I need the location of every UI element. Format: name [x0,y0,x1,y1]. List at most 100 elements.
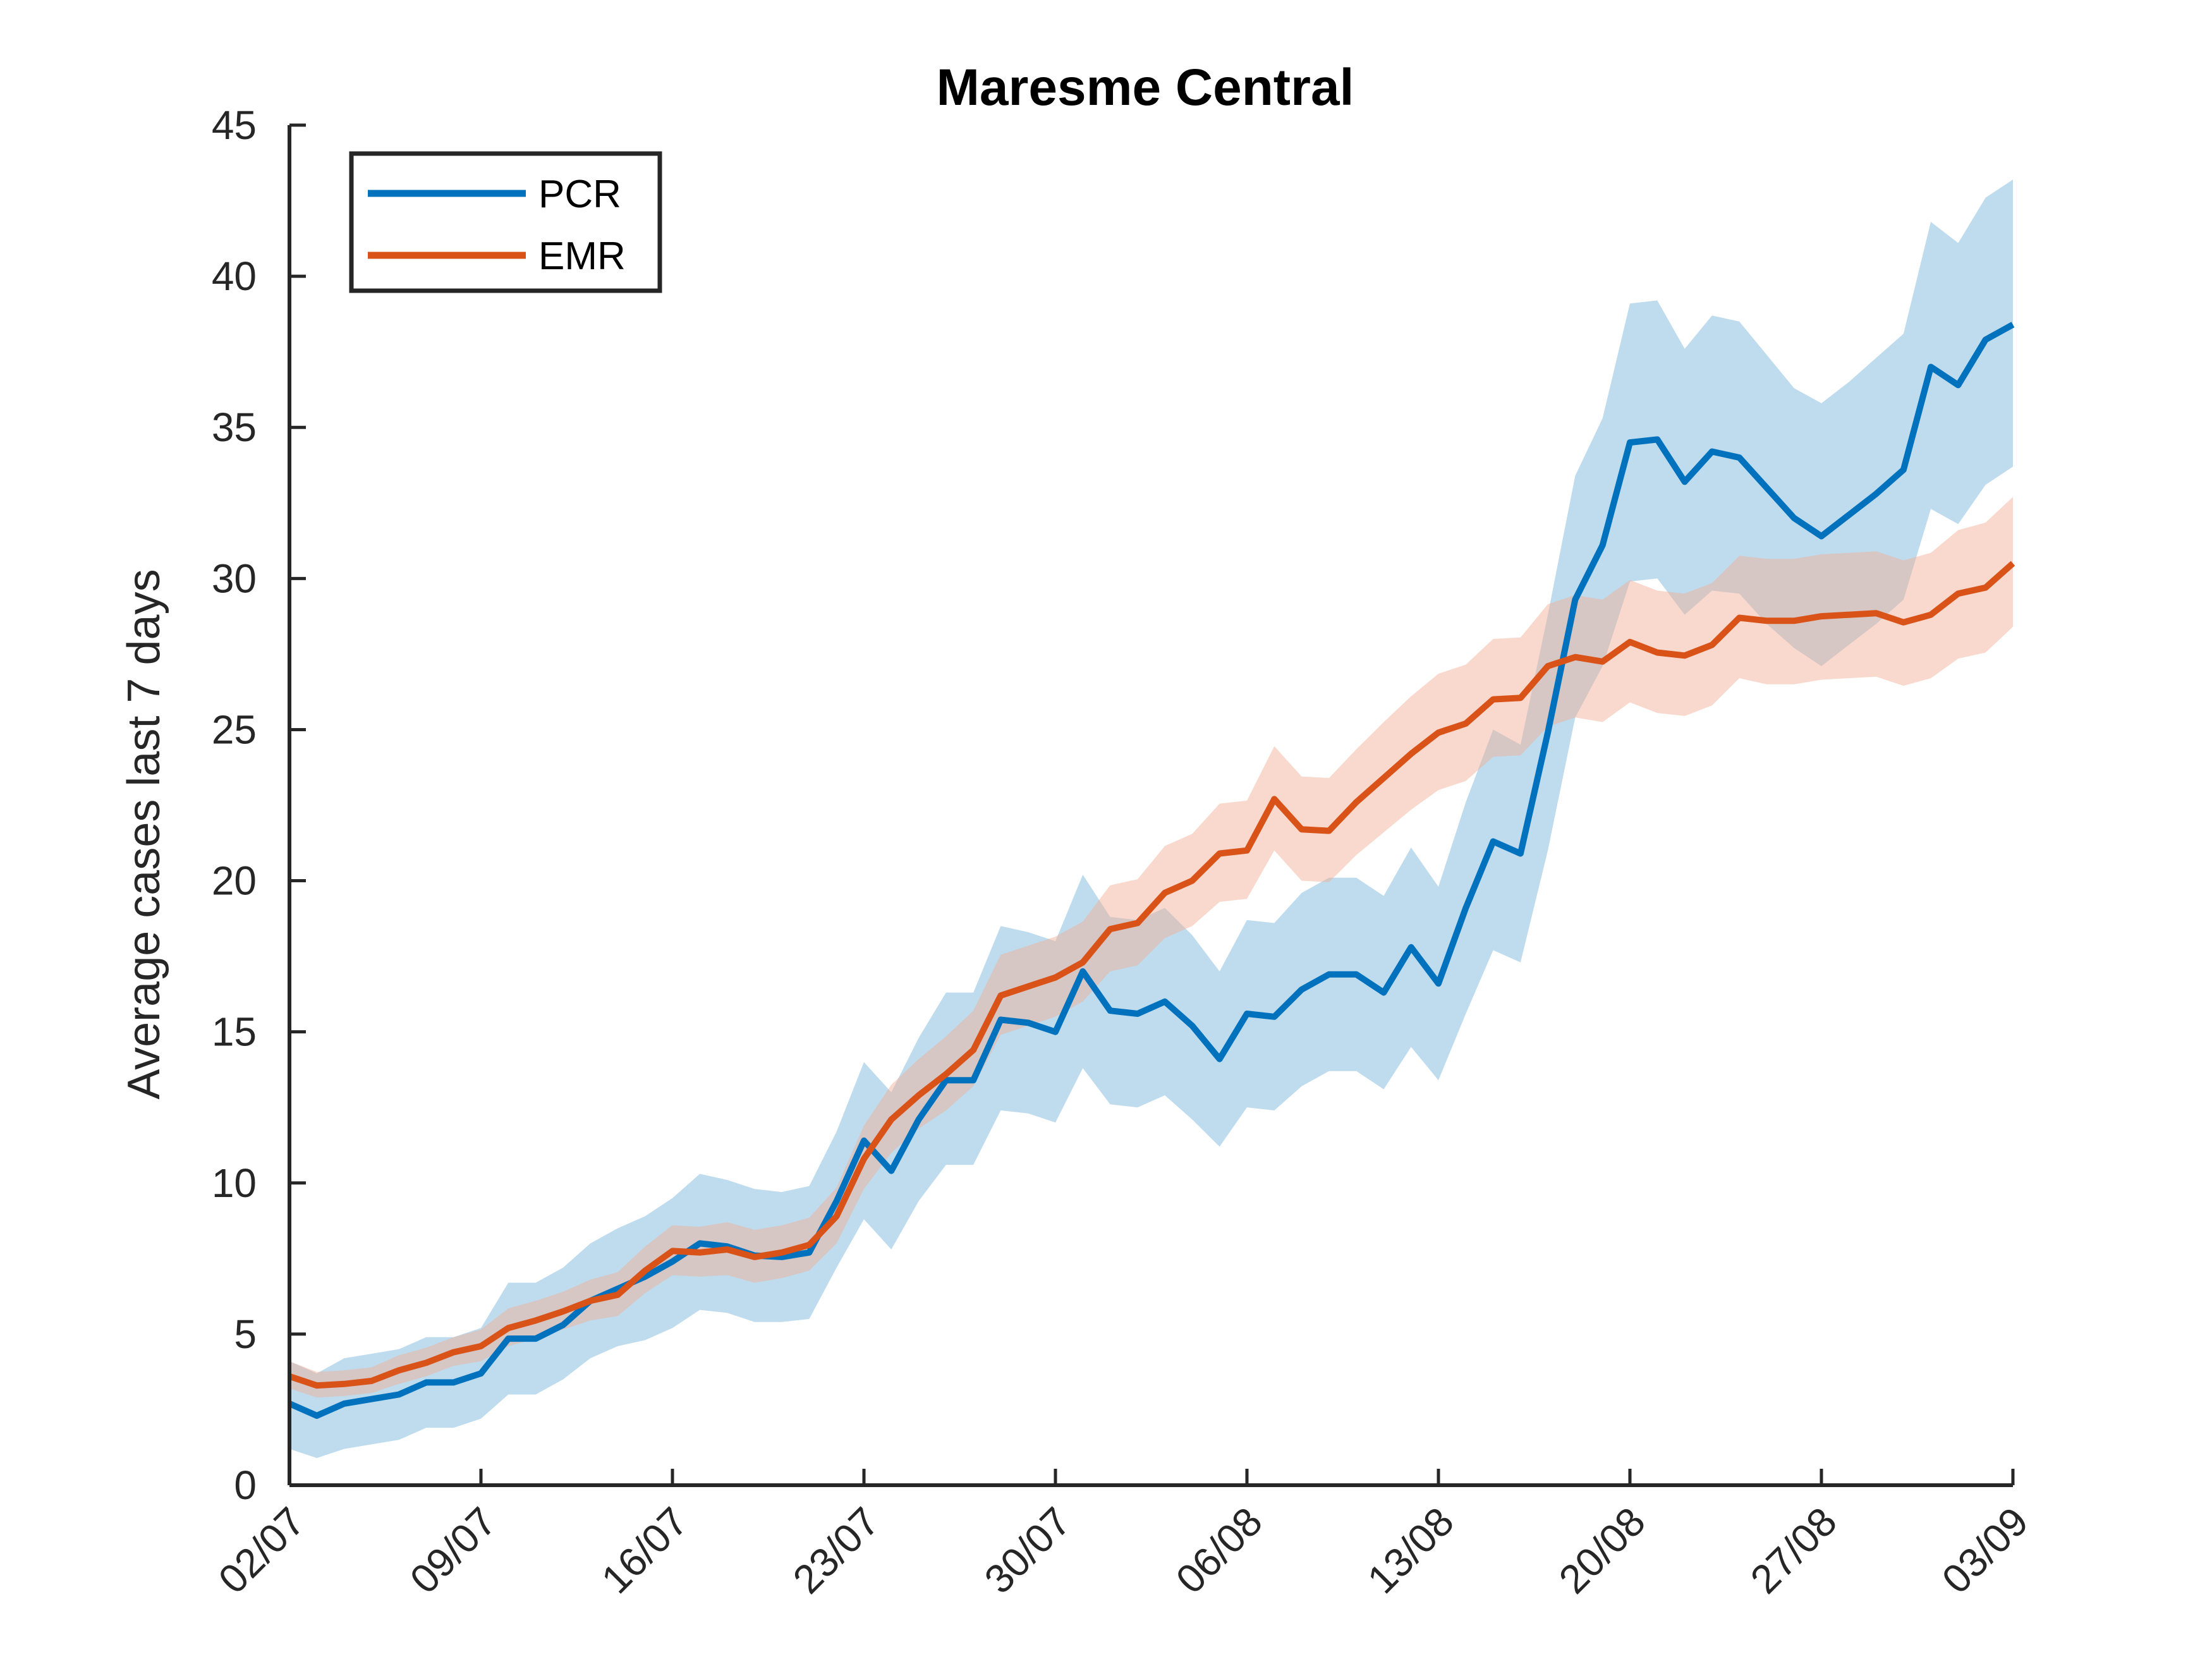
data-point-pcr [1052,1029,1059,1035]
y-tick-label: 35 [212,404,257,450]
data-point-emr [1326,828,1332,834]
data-point-emr [1545,663,1551,669]
data-point-emr [943,1071,949,1078]
data-point-pcr [1654,436,1660,442]
y-tick-label: 45 [212,102,257,148]
data-point-emr [642,1268,648,1274]
data-point-pcr [1873,490,1880,497]
data-point-pcr [396,1392,402,1398]
data-point-emr [1682,652,1688,659]
data-point-pcr [505,1335,511,1342]
data-point-emr [396,1367,402,1373]
data-point-pcr [1189,1023,1195,1029]
data-point-emr [505,1325,511,1331]
data-point-emr [1763,617,1770,624]
data-point-pcr [1271,1014,1277,1020]
data-point-pcr [1709,449,1715,455]
data-point-emr [1900,619,1907,626]
data-point-pcr [1462,905,1469,911]
data-point-pcr [1408,944,1414,951]
data-point-emr [313,1382,320,1389]
data-point-pcr [1380,990,1387,996]
y-axis-label: Average cases last 7 days [119,569,169,1099]
data-point-emr [970,1047,976,1053]
data-point-pcr [1545,729,1551,736]
data-point-emr [806,1242,812,1248]
data-point-pcr [533,1335,539,1342]
data-point-emr [1189,878,1195,884]
data-point-emr [1299,826,1305,832]
data-point-emr [1955,590,1961,597]
y-tick-label: 25 [212,707,257,752]
data-point-pcr [1490,838,1497,844]
data-point-emr [1079,959,1086,966]
data-point-pcr [970,1077,976,1083]
data-point-emr [614,1292,621,1298]
series-line-emr [288,561,2015,1389]
data-point-pcr [696,1240,703,1246]
legend-box [349,151,662,293]
band-pcr [289,179,2013,1459]
data-point-emr [478,1343,484,1349]
data-point-emr [997,992,1004,999]
data-point-pcr [1900,466,1907,473]
y-tick-label: 10 [212,1160,257,1206]
y-tick-label: 30 [212,556,257,601]
data-point-pcr [1763,485,1770,491]
y-tick-label: 40 [212,253,257,299]
data-point-pcr [997,1017,1004,1023]
data-point-emr [916,1092,922,1098]
data-point-pcr [1682,478,1688,485]
data-point-pcr [1107,1007,1114,1014]
data-point-emr [1244,848,1250,854]
data-point-emr [1709,642,1715,648]
data-point-emr [1818,613,1825,619]
data-point-pcr [451,1379,457,1385]
data-point-pcr [888,1168,894,1174]
data-point-pcr [423,1379,429,1385]
data-point-emr [1600,659,1606,665]
legend-label-pcr: PCR [538,173,621,216]
data-point-pcr [1244,1011,1250,1017]
data-point-emr [368,1378,375,1384]
data-point-pcr [1955,382,1961,388]
data-point-pcr [1326,971,1332,978]
data-point-emr [1217,851,1223,857]
data-point-emr [1928,612,1934,618]
data-point-emr [533,1317,539,1323]
data-point-emr [1408,751,1414,757]
chart-title: Maresme Central [937,59,1354,116]
data-point-emr [1435,729,1442,736]
data-point-emr [2010,560,2016,566]
data-point-emr [779,1249,785,1256]
data-point-emr [1271,796,1277,802]
data-point-emr [861,1156,867,1162]
confidence-bands [289,179,2013,1459]
data-point-pcr [1600,542,1606,549]
data-point-pcr [1353,971,1359,978]
data-point-emr [696,1249,703,1256]
data-point-emr [1736,615,1742,621]
data-point-pcr [560,1322,566,1328]
data-point-emr [669,1248,676,1254]
data-point-emr [1517,695,1524,701]
data-point-pcr [1928,364,1934,370]
data-point-pcr [861,1138,867,1144]
data-point-pcr [1627,439,1633,446]
data-point-emr [751,1254,758,1260]
data-point-emr [1572,654,1578,660]
data-point-pcr [1134,1011,1141,1017]
data-point-pcr [1217,1056,1223,1062]
data-point-emr [1873,610,1880,616]
data-point-pcr [1079,968,1086,975]
data-point-emr [451,1349,457,1356]
data-point-pcr [806,1249,812,1256]
data-point-emr [587,1297,593,1304]
data-point-emr [724,1246,731,1253]
data-point-pcr [1299,987,1305,993]
data-point-emr [1162,890,1168,896]
data-point-emr [1845,612,1852,618]
data-point-pcr [1791,515,1797,521]
data-point-pcr [2010,322,2016,328]
